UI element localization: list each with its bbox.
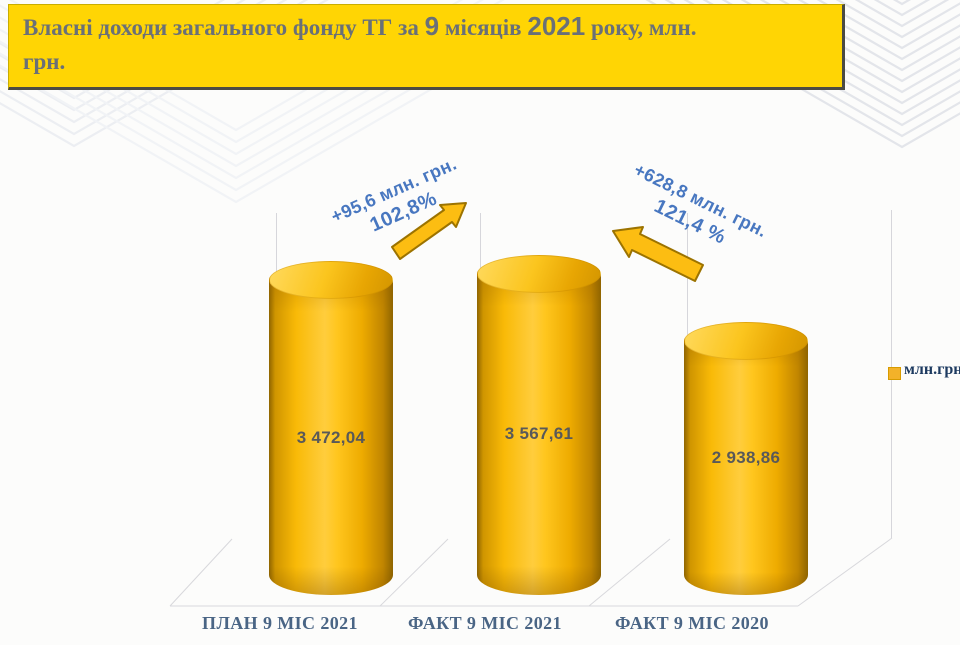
title-banner: Власні доходи загального фонду ТГ за 9 м… <box>8 4 845 90</box>
comparison-arrow-icon <box>612 226 704 282</box>
increase-arrow-icon <box>391 202 467 260</box>
category-label-fact-2021: ФАКТ 9 МІС 2021 <box>408 613 562 633</box>
bar-fact-9m-2020 <box>684 322 808 595</box>
title-text: року, млн. <box>585 15 697 40</box>
title-text: Власні доходи загального фонду ТГ за <box>23 15 425 40</box>
chart-title-line2: грн. <box>23 46 832 80</box>
title-number-year: 2021 <box>527 11 586 41</box>
bar-top-ellipse <box>477 255 601 293</box>
bar-body <box>477 274 601 595</box>
title-text: грн. <box>23 49 66 74</box>
title-number-months: 9 <box>424 11 440 41</box>
value-label-fact-2020: 2 938,86 <box>711 448 781 467</box>
legend-label: млн.грн <box>904 361 960 378</box>
bar-body <box>269 280 393 595</box>
bar-top-ellipse <box>684 322 808 360</box>
bar-top-ellipse <box>269 261 393 299</box>
legend-swatch-icon <box>888 367 901 380</box>
floor-3d <box>169 537 893 607</box>
legend: млн.грн <box>888 361 960 380</box>
title-text: місяців <box>439 15 528 40</box>
bar-fact-9m-2021 <box>477 255 601 595</box>
category-label-fact-2020: ФАКТ 9 МІС 2020 <box>615 613 769 633</box>
category-label-plan-2021: ПЛАН 9 МІС 2021 <box>202 613 358 633</box>
bar-plan-9m-2021 <box>269 261 393 595</box>
chart-title-line1: Власні доходи загального фонду ТГ за 9 м… <box>23 11 832 46</box>
value-label-fact-2021: 3 567,61 <box>504 424 574 443</box>
value-label-plan-2021: 3 472,04 <box>296 428 366 447</box>
bar-body <box>684 341 808 595</box>
